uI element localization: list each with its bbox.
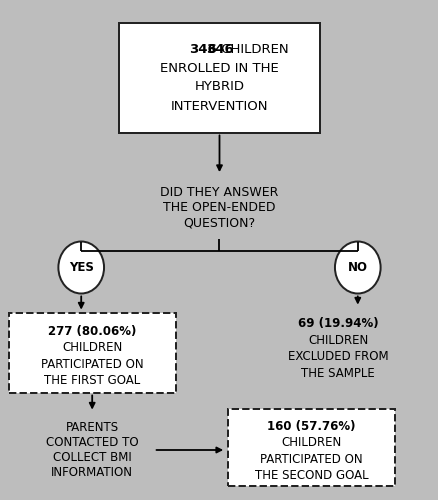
Text: PARENTS
CONTACTED TO
COLLECT BMI
INFORMATION: PARENTS CONTACTED TO COLLECT BMI INFORMA…: [46, 421, 138, 479]
Circle shape: [58, 242, 104, 294]
Text: 346: 346: [189, 42, 217, 56]
Text: HYBRID: HYBRID: [194, 80, 244, 94]
Text: 277 (80.06%): 277 (80.06%): [48, 324, 136, 338]
Circle shape: [334, 242, 380, 294]
Text: THE SAMPLE: THE SAMPLE: [300, 366, 374, 380]
Text: DID THEY ANSWER
THE OPEN-ENDED
QUESTION?: DID THEY ANSWER THE OPEN-ENDED QUESTION?: [160, 186, 278, 229]
Text: ENROLLED IN THE: ENROLLED IN THE: [160, 62, 278, 74]
Text: THE FIRST GOAL: THE FIRST GOAL: [44, 374, 140, 387]
Text: CHILDREN: CHILDREN: [217, 42, 288, 56]
Text: INTERVENTION: INTERVENTION: [170, 100, 268, 112]
Text: NO: NO: [347, 261, 367, 274]
FancyBboxPatch shape: [9, 312, 175, 392]
Text: PARTICIPATED ON: PARTICIPATED ON: [41, 358, 143, 370]
FancyBboxPatch shape: [118, 22, 320, 132]
Text: CHILDREN: CHILDREN: [62, 341, 122, 354]
Text: PARTICIPATED ON: PARTICIPATED ON: [260, 452, 362, 466]
Text: 160 (57.76%): 160 (57.76%): [267, 420, 355, 432]
Text: EXCLUDED FROM: EXCLUDED FROM: [287, 350, 388, 363]
Text: CHILDREN: CHILDREN: [281, 436, 341, 449]
Text: THE SECOND GOAL: THE SECOND GOAL: [254, 469, 367, 482]
Text: 69 (19.94%): 69 (19.94%): [297, 317, 378, 330]
Text: CHILDREN: CHILDREN: [307, 334, 367, 346]
FancyBboxPatch shape: [228, 409, 394, 486]
Text: YES: YES: [69, 261, 93, 274]
Text: 346: 346: [205, 42, 233, 56]
